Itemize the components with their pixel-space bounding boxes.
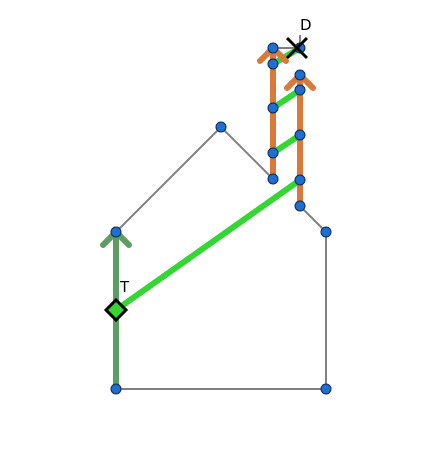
vertices: [110, 42, 332, 395]
vertex: [267, 147, 279, 159]
ladder-rails: [257, 45, 316, 209]
outline-edge-right-roof: [220, 126, 274, 180]
vertex: [320, 226, 332, 238]
vertex: [110, 383, 122, 395]
outline-edge-left-roof: [115, 126, 222, 233]
diamond-marker-icon: [103, 297, 129, 323]
vertex: [294, 174, 306, 186]
vertex: [294, 200, 306, 212]
vertex: [294, 84, 306, 96]
vertex: [320, 383, 332, 395]
target-label: T: [119, 278, 130, 296]
rung-main: [113, 177, 303, 313]
vertex: [294, 129, 306, 141]
outline-edge-right-eave: [299, 205, 327, 233]
vertex: [267, 173, 279, 185]
vertex: [110, 226, 122, 238]
destination-label: D: [300, 16, 312, 34]
vertex: [267, 102, 279, 114]
cross-marker-icon: [285, 36, 309, 60]
vertex: [267, 42, 279, 54]
vertex: [294, 69, 306, 81]
vertex: [267, 58, 279, 70]
house-outline: [115, 35, 327, 390]
vertex: [215, 121, 227, 133]
